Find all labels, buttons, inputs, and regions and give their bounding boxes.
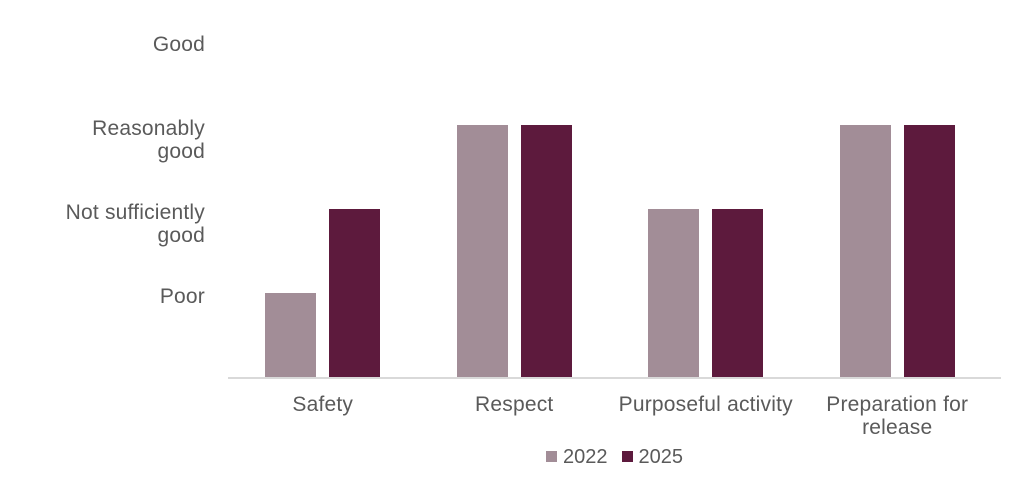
x-axis-label-purposeful-activity: Purposeful activity [618, 393, 793, 416]
x-axis-label-preparation-for-release: Preparation for release [826, 393, 969, 439]
legend-label-2025: 2025 [638, 445, 684, 468]
legend-swatch-2025 [621, 451, 633, 462]
bar-2022-safety [265, 293, 317, 378]
bar-2025-purposeful-activity [712, 209, 764, 378]
y-axis-label-reasonably-good: Reasonably good [92, 116, 205, 163]
bar-2022-respect [456, 125, 508, 378]
y-axis-label-poor: Poor [159, 284, 205, 308]
x-axis-label-respect: Respect [475, 393, 554, 416]
legend-item-2025: 2025 [621, 445, 684, 468]
y-axis-label-not-sufficiently-good: Not sufficiently good [65, 200, 205, 247]
bar-2025-respect [520, 125, 572, 378]
x-axis-label-safety: Safety [292, 393, 354, 416]
bar-2022-purposeful-activity [648, 209, 700, 378]
legend-swatch-2022 [546, 451, 557, 462]
legend-label-2022: 2022 [563, 445, 608, 468]
bar-2025-safety [329, 209, 381, 378]
legend: 2022 2025 [228, 445, 1001, 468]
bar-2022-preparation-for-release [839, 125, 891, 378]
bar-2025-preparation-for-release [903, 125, 955, 378]
legend-item-2022: 2022 [546, 446, 608, 468]
y-axis-label-good: Good [152, 32, 205, 56]
x-axis-line [228, 377, 1001, 379]
